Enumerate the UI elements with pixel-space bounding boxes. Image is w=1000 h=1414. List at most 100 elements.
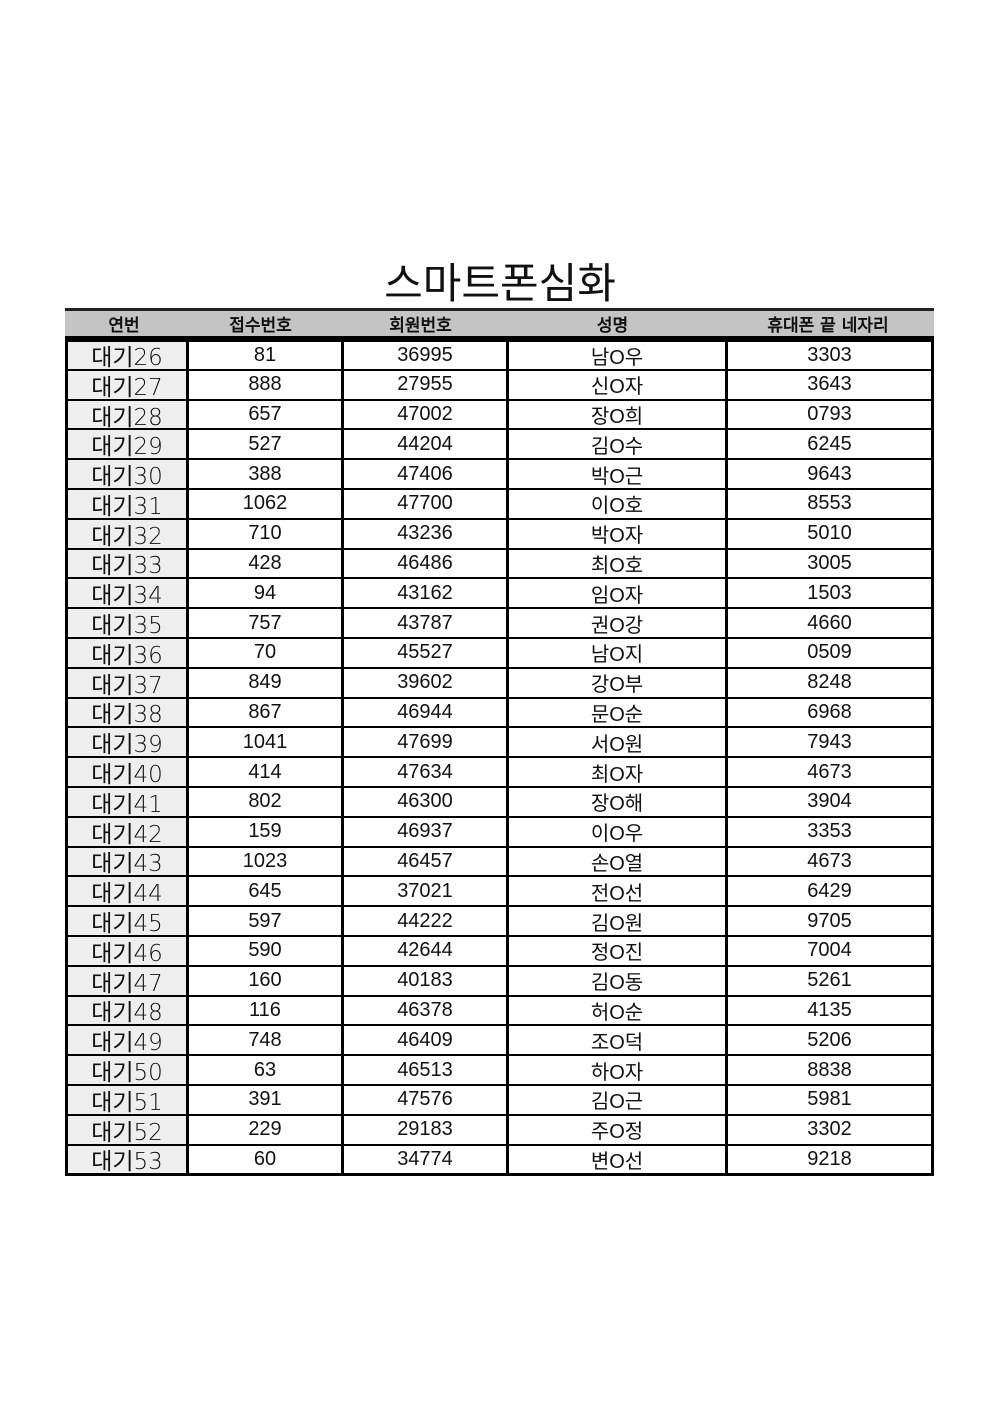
cell-receipt-number: 229 bbox=[186, 1115, 341, 1144]
cell-receipt-number: 414 bbox=[186, 758, 341, 786]
cell-member-number: 46513 bbox=[341, 1056, 506, 1084]
cell-receipt-number: 81 bbox=[186, 342, 341, 369]
table-header: 연번 접수번호 회원번호 성명 휴대폰 끝 네자리 bbox=[65, 308, 934, 339]
cell-name: 문O순 bbox=[506, 698, 725, 727]
cell-number: 대기36 bbox=[68, 638, 186, 669]
cell-number: 대기51 bbox=[68, 1085, 186, 1116]
cell-receipt-number: 590 bbox=[186, 936, 341, 965]
cell-number: 대기40 bbox=[68, 758, 186, 788]
table-row: 대기41 802 46300 장O해 3904 bbox=[68, 785, 931, 818]
cell-member-number: 43236 bbox=[341, 519, 506, 548]
table-row: 대기47 160 40183 김O동 5261 bbox=[68, 964, 931, 997]
table-row: 대기38 867 46944 문O순 6968 bbox=[68, 696, 931, 728]
cell-phone-last4: 5981 bbox=[725, 1085, 931, 1114]
cell-receipt-number: 63 bbox=[186, 1056, 341, 1084]
cell-phone-last4: 8838 bbox=[725, 1056, 931, 1084]
column-header-number: 연번 bbox=[108, 316, 140, 336]
cell-member-number: 47002 bbox=[341, 400, 506, 429]
cell-phone-last4: 5010 bbox=[725, 519, 931, 548]
cell-phone-last4: 4660 bbox=[725, 609, 931, 637]
cell-number: 대기45 bbox=[68, 907, 186, 937]
table-row: 대기35 757 43787 권O강 4660 bbox=[68, 607, 931, 639]
cell-member-number: 47406 bbox=[341, 460, 506, 488]
table-body: 대기26 81 36995 남O우 3303 대기27 888 27955 신O자 3643 대기2… bbox=[65, 339, 934, 1177]
cell-receipt-number: 1041 bbox=[186, 728, 341, 757]
cell-member-number: 29183 bbox=[341, 1115, 506, 1144]
cell-member-number: 37021 bbox=[341, 877, 506, 906]
cell-member-number: 43787 bbox=[341, 609, 506, 637]
cell-name: 조O덕 bbox=[506, 1026, 725, 1055]
table-row: 대기36 70 45527 남O지 0509 bbox=[68, 636, 931, 669]
cell-member-number: 46937 bbox=[341, 817, 506, 846]
cell-phone-last4: 9218 bbox=[725, 1145, 931, 1174]
cell-name: 정O진 bbox=[506, 936, 725, 965]
cell-name: 손O열 bbox=[506, 847, 725, 876]
cell-name: 남O지 bbox=[506, 638, 725, 667]
table-row: 대기45 597 44222 김O원 9705 bbox=[68, 905, 931, 937]
column-header-receipt-number: 접수번호 bbox=[229, 316, 292, 336]
cell-phone-last4: 4673 bbox=[725, 847, 931, 876]
column-header-name: 성명 bbox=[596, 316, 629, 336]
table-row: 대기53 60 34774 변O선 9218 bbox=[68, 1143, 931, 1175]
cell-number: 대기41 bbox=[68, 787, 186, 818]
cell-name: 최O호 bbox=[506, 549, 725, 578]
cell-name: 변O선 bbox=[506, 1145, 725, 1174]
table-row: 대기49 748 46409 조O덕 5206 bbox=[68, 1024, 931, 1056]
cell-receipt-number: 657 bbox=[186, 400, 341, 429]
cell-name: 박O자 bbox=[506, 519, 725, 548]
cell-number: 대기33 bbox=[68, 549, 186, 579]
cell-name: 최O자 bbox=[506, 758, 725, 786]
cell-phone-last4: 1503 bbox=[725, 579, 931, 608]
cell-name: 김O수 bbox=[506, 430, 725, 459]
cell-phone-last4: 3643 bbox=[725, 370, 931, 399]
cell-name: 전O선 bbox=[506, 877, 725, 906]
cell-member-number: 36995 bbox=[341, 342, 506, 369]
cell-number: 대기49 bbox=[68, 1026, 186, 1056]
cell-receipt-number: 645 bbox=[186, 877, 341, 906]
table-row: 대기37 849 39602 강O부 8248 bbox=[68, 666, 931, 699]
cell-name: 이O호 bbox=[506, 489, 725, 518]
cell-member-number: 34774 bbox=[341, 1145, 506, 1174]
cell-number: 대기53 bbox=[68, 1145, 186, 1175]
column-header-member-number: 회원번호 bbox=[389, 316, 452, 336]
cell-member-number: 39602 bbox=[341, 668, 506, 697]
cell-receipt-number: 60 bbox=[186, 1145, 341, 1174]
cell-receipt-number: 70 bbox=[186, 638, 341, 667]
cell-phone-last4: 3353 bbox=[725, 817, 931, 846]
cell-member-number: 46944 bbox=[341, 698, 506, 727]
table-row: 대기44 645 37021 전O선 6429 bbox=[68, 875, 931, 907]
cell-name: 임O자 bbox=[506, 579, 725, 608]
cell-member-number: 46409 bbox=[341, 1026, 506, 1055]
cell-number: 대기26 bbox=[68, 342, 186, 371]
cell-receipt-number: 1062 bbox=[186, 489, 341, 518]
table-row: 대기31 1062 47700 이O호 8553 bbox=[68, 487, 931, 520]
table-row: 대기32 710 43236 박O자 5010 bbox=[68, 517, 931, 550]
cell-name: 서O원 bbox=[506, 728, 725, 757]
cell-phone-last4: 3302 bbox=[725, 1115, 931, 1144]
cell-receipt-number: 757 bbox=[186, 609, 341, 637]
cell-phone-last4: 3005 bbox=[725, 549, 931, 578]
cell-receipt-number: 388 bbox=[186, 460, 341, 488]
cell-member-number: 27955 bbox=[341, 370, 506, 399]
cell-phone-last4: 7004 bbox=[725, 936, 931, 965]
cell-phone-last4: 6968 bbox=[725, 698, 931, 727]
cell-phone-last4: 7943 bbox=[725, 728, 931, 757]
cell-number: 대기30 bbox=[68, 460, 186, 490]
cell-member-number: 42644 bbox=[341, 936, 506, 965]
cell-receipt-number: 867 bbox=[186, 698, 341, 727]
table-row: 대기39 1041 47699 서O원 7943 bbox=[68, 726, 931, 758]
cell-number: 대기50 bbox=[68, 1056, 186, 1086]
cell-phone-last4: 4673 bbox=[725, 758, 931, 786]
table-row: 대기48 116 46378 허O순 4135 bbox=[68, 994, 931, 1026]
cell-name: 남O우 bbox=[506, 342, 725, 369]
table-row: 대기27 888 27955 신O자 3643 bbox=[68, 368, 931, 401]
cell-phone-last4: 8248 bbox=[725, 668, 931, 697]
cell-number: 대기32 bbox=[68, 519, 186, 550]
cell-name: 강O부 bbox=[506, 668, 725, 697]
cell-name: 주O정 bbox=[506, 1115, 725, 1144]
cell-number: 대기48 bbox=[68, 996, 186, 1026]
cell-member-number: 44222 bbox=[341, 907, 506, 935]
cell-number: 대기46 bbox=[68, 936, 186, 967]
cell-receipt-number: 160 bbox=[186, 966, 341, 995]
cell-receipt-number: 1023 bbox=[186, 847, 341, 876]
